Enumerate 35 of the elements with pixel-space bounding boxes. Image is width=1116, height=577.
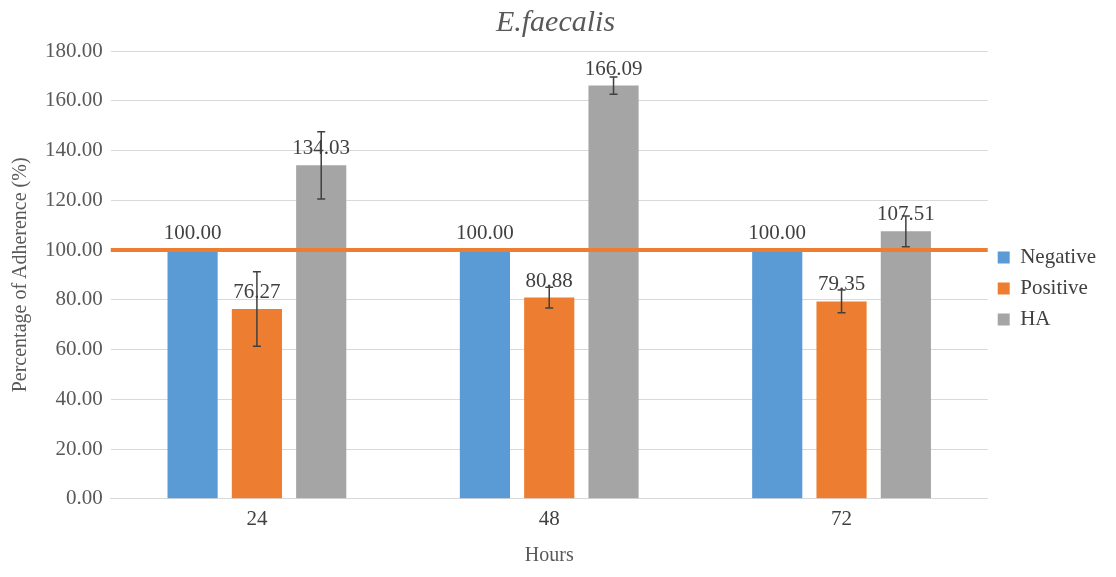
- y-tick-label: 120.00: [45, 186, 103, 211]
- chart-title: E.faecalis: [494, 3, 616, 37]
- bar: [880, 231, 931, 499]
- bar: [816, 301, 867, 499]
- x-tick-label: 72: [831, 505, 853, 530]
- data-label: 100.00: [748, 220, 807, 245]
- bar: [231, 309, 282, 499]
- bar: [588, 85, 639, 499]
- data-label: 100.00: [163, 220, 222, 245]
- data-label: 100.00: [456, 220, 514, 245]
- x-tick-label: 24: [246, 505, 268, 530]
- y-tick-label: 180.00: [45, 37, 103, 62]
- y-tick-label: 0.00: [66, 485, 103, 510]
- x-axis-title: Hours: [524, 543, 574, 566]
- bar: [296, 165, 347, 499]
- y-tick-label: 40.00: [55, 385, 103, 410]
- data-label: 107.51: [876, 201, 935, 226]
- x-tick-label: 48: [538, 505, 560, 530]
- y-tick-label: 160.00: [45, 87, 103, 112]
- y-tick-label: 140.00: [45, 137, 103, 162]
- y-axis-title: Percentage of Adherence (%): [8, 157, 32, 393]
- y-tick-label: 80.00: [55, 286, 103, 311]
- bar: [459, 250, 510, 499]
- y-tick-label: 100.00: [45, 236, 103, 261]
- legend-label: Negative: [1020, 244, 1096, 269]
- legend-label: HA: [1020, 306, 1052, 331]
- bar: [167, 250, 218, 499]
- bar: [524, 297, 575, 499]
- y-tick-label: 20.00: [55, 435, 103, 460]
- data-label: 79.35: [817, 271, 866, 296]
- legend-label: Positive: [1020, 275, 1088, 300]
- bar: [752, 250, 803, 499]
- data-label: 166.09: [584, 55, 643, 80]
- y-tick-label: 60.00: [55, 336, 103, 361]
- data-label: 80.88: [525, 267, 573, 292]
